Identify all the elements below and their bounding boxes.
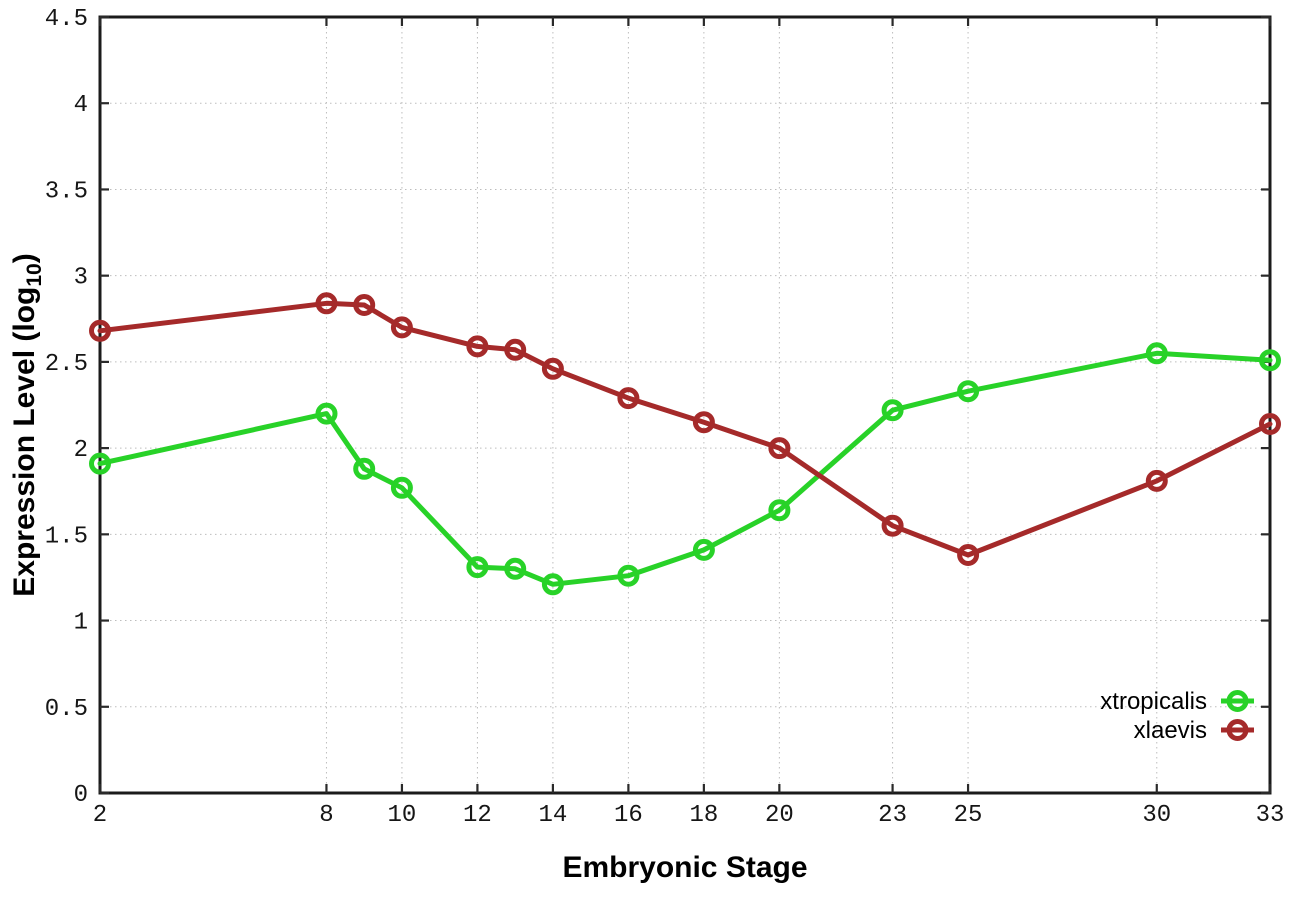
- y-axis-title-subscript: 10: [23, 263, 46, 286]
- x-tick-label: 10: [388, 802, 417, 829]
- data-point-xtropicalis: [466, 556, 489, 579]
- grid-layer: [100, 17, 1270, 793]
- legend: xtropicalis xlaevis: [1100, 688, 1254, 744]
- x-tick-label: 18: [689, 802, 718, 829]
- y-tick-label: 4.5: [45, 6, 88, 33]
- series-line-xlaevis: [97, 300, 1273, 558]
- series-line-xtropicalis: [97, 350, 1273, 587]
- data-point-xlaevis: [1259, 413, 1281, 435]
- x-tick-label: 23: [878, 802, 907, 829]
- y-axis-title: Expression Level (log10): [8, 253, 46, 596]
- legend-item-xlaevis: xlaevis: [1134, 717, 1254, 744]
- data-point-xtropicalis: [504, 557, 527, 580]
- y-tick-label: 0.5: [45, 696, 88, 723]
- data-point-xtropicalis: [541, 573, 564, 596]
- data-point-xlaevis: [541, 357, 564, 380]
- legend-item-xtropicalis: xtropicalis: [1100, 688, 1254, 715]
- series-layer: [89, 292, 1281, 596]
- x-tick-label: 30: [1142, 802, 1171, 829]
- data-point-xtropicalis: [390, 476, 413, 499]
- data-point-xlaevis: [881, 514, 904, 537]
- data-point-xlaevis: [957, 544, 980, 566]
- data-point-xlaevis: [617, 387, 640, 410]
- x-tick-label: 25: [954, 802, 983, 829]
- x-tick-label: 14: [538, 802, 567, 829]
- data-point-xlaevis: [504, 338, 527, 361]
- data-point-xtropicalis: [1259, 349, 1281, 372]
- data-point-xlaevis: [1145, 469, 1168, 492]
- data-point-xtropicalis: [617, 564, 640, 587]
- y-tick-label: 0: [74, 782, 88, 809]
- y-tick-label: 4: [74, 92, 88, 119]
- legend-label-xtropicalis: xtropicalis: [1100, 688, 1207, 715]
- plot-border: [98, 15, 1272, 795]
- y-tick-label: 3.5: [45, 178, 88, 205]
- x-tick-label: 20: [765, 802, 794, 829]
- x-tick-label: 8: [319, 802, 333, 829]
- x-tick-label: 33: [1256, 802, 1285, 829]
- ticks-layer: [98, 15, 1272, 795]
- data-point-xtropicalis: [89, 452, 111, 475]
- data-point-xtropicalis: [768, 499, 791, 522]
- y-tick-label: 1.5: [45, 523, 88, 550]
- tick-labels-layer: 2 8 10 12 14 16 18 20 23 25 30 33 0 0.5 1 1.5 2 2.5 3 3.5 4 4…: [45, 6, 1285, 829]
- y-axis-title-prefix: Expression Level (log: [8, 287, 41, 597]
- y-tick-label: 3: [74, 265, 88, 292]
- x-axis-title: Embryonic Stage: [562, 851, 807, 884]
- data-point-xlaevis: [390, 316, 413, 339]
- y-axis-title-suffix: ): [8, 253, 41, 263]
- data-point-xtropicalis: [353, 457, 376, 480]
- data-point-xlaevis: [353, 294, 376, 316]
- data-point-xtropicalis: [1145, 342, 1168, 365]
- data-point-xtropicalis: [315, 402, 338, 425]
- data-point-xtropicalis: [692, 538, 715, 561]
- x-tick-label: 2: [93, 802, 107, 829]
- data-point-xlaevis: [466, 335, 489, 358]
- data-point-xlaevis: [768, 437, 791, 460]
- legend-label-xlaevis: xlaevis: [1134, 717, 1207, 744]
- legend-marker-xlaevis: [1226, 719, 1249, 741]
- y-tick-label: 2: [74, 437, 88, 464]
- x-tick-label: 12: [463, 802, 492, 829]
- y-tick-label: 1: [74, 610, 88, 637]
- x-tick-label: 16: [614, 802, 643, 829]
- y-tick-label: 2.5: [45, 351, 88, 378]
- data-point-xlaevis: [692, 411, 715, 434]
- data-point-xlaevis: [315, 292, 338, 315]
- data-point-xtropicalis: [881, 399, 904, 422]
- data-point-xlaevis: [89, 319, 111, 342]
- data-point-xtropicalis: [957, 380, 980, 403]
- legend-marker-xtropicalis: [1226, 690, 1249, 712]
